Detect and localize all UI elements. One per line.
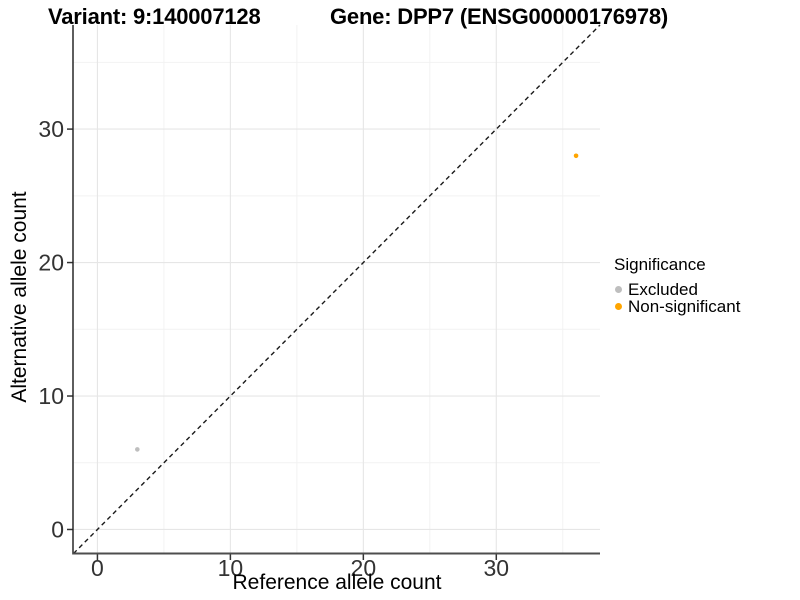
legend-item-non-significant: Non-significant (612, 296, 741, 316)
y-tick-label: 30 (38, 116, 64, 142)
identity-line (73, 24, 601, 554)
y-tick-label: 0 (51, 516, 64, 542)
legend-item-excluded: Excluded (612, 279, 740, 299)
y-axis-title: Alternative allele count (8, 191, 31, 403)
x-axis-title: Reference allele count (232, 571, 442, 594)
x-tick-label: 0 (91, 555, 104, 581)
data-point-excluded (135, 447, 140, 452)
x-tick-label: 30 (483, 555, 509, 581)
legend-swatch-non-significant-icon (615, 303, 622, 310)
y-tick-label: 20 (38, 250, 64, 276)
legend-label-excluded: Excluded (628, 279, 698, 299)
legend-label-non-significant: Non-significant (628, 296, 741, 316)
plot-title-gene: Gene: DPP7 (ENSG00000176978) (330, 4, 669, 29)
legend: Significance Excluded Non-significant (612, 255, 741, 316)
data-point-non-significant (573, 153, 579, 159)
legend-swatch-excluded-icon (615, 286, 622, 293)
y-tick-label: 10 (38, 383, 64, 409)
legend-title: Significance (614, 255, 706, 274)
plot-title-variant: Variant: 9:140007128 (48, 4, 261, 29)
x-tick-label: 20 (351, 555, 377, 581)
x-tick-label: 10 (218, 555, 244, 581)
